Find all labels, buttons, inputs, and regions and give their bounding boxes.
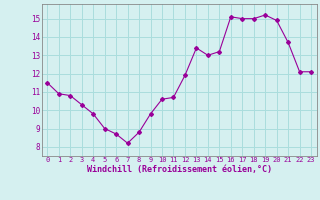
X-axis label: Windchill (Refroidissement éolien,°C): Windchill (Refroidissement éolien,°C) — [87, 165, 272, 174]
